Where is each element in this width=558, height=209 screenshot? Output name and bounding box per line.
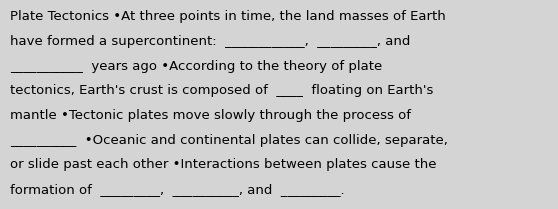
Text: have formed a supercontinent:  ____________,  _________, and: have formed a supercontinent: __________…	[10, 35, 411, 48]
Text: formation of  _________,  __________, and  _________.: formation of _________, __________, and …	[10, 183, 345, 196]
Text: __________  •Oceanic and continental plates can collide, separate,: __________ •Oceanic and continental plat…	[10, 134, 448, 147]
Text: Plate Tectonics •At three points in time, the land masses of Earth: Plate Tectonics •At three points in time…	[10, 10, 446, 23]
Text: or slide past each other •Interactions between plates cause the: or slide past each other •Interactions b…	[10, 158, 436, 171]
Text: tectonics, Earth's crust is composed of  ____  floating on Earth's: tectonics, Earth's crust is composed of …	[10, 84, 434, 97]
Text: ___________  years ago •According to the theory of plate: ___________ years ago •According to the …	[10, 60, 382, 73]
Text: mantle •Tectonic plates move slowly through the process of: mantle •Tectonic plates move slowly thro…	[10, 109, 411, 122]
